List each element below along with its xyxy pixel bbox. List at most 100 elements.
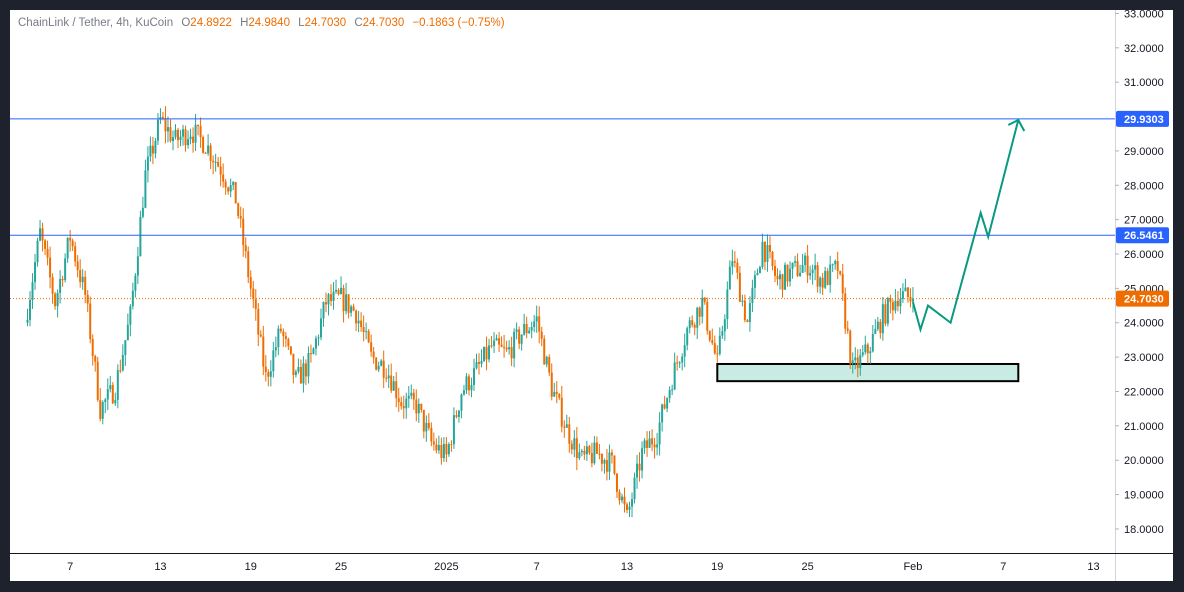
candle-body [849,330,852,364]
candle-body [535,316,538,322]
candle-body [671,389,674,391]
candle [631,492,634,518]
candle [237,202,240,219]
candle [701,289,704,324]
candle-body [538,316,541,332]
candle-body [573,438,576,450]
candle-body [814,265,817,270]
candle-body [528,330,531,334]
candle-body [781,274,784,290]
candle [34,253,37,290]
candle [555,380,558,404]
time-tick-label: 13 [621,561,633,573]
candle [319,308,322,341]
candle-body [666,398,669,409]
time-tick-label: 19 [711,561,723,573]
candle [626,502,628,514]
candle [874,319,877,334]
candle [452,407,455,449]
candle-body [312,348,315,354]
candle-body [427,422,430,428]
candle-body [357,320,360,324]
candle [395,372,398,408]
candle [99,387,102,422]
candle-body [322,302,325,319]
candle [360,312,363,332]
candle-body [169,127,172,141]
candle [116,364,119,409]
candle-body [86,294,89,304]
candle [437,435,440,454]
candle-body [390,375,393,391]
candle [513,328,516,368]
candle-body [703,297,706,302]
projection-arrowhead [1007,118,1026,132]
candle-body [523,324,526,335]
candle-body [395,381,398,399]
candle [786,264,789,287]
candle [199,117,202,148]
candle [525,316,528,339]
candle-body [370,342,373,352]
candle-body [254,299,257,309]
projection-path [911,119,1020,334]
price-badge-bg [1116,290,1169,307]
candle-body [906,287,909,297]
candle-body [779,274,782,280]
candle [277,325,280,356]
candle [673,352,676,391]
candle-body [869,351,872,354]
legend-change: −0.1863 (−0.75%) [412,17,505,29]
candle-body [891,302,894,311]
candle-body [121,354,124,371]
candle-body [856,357,859,369]
price-chart[interactable]: 18.0000 19.0000 20.0000 21.0000 22.0000 23.00… [10,10,1173,581]
candle [593,436,596,465]
candle [89,296,92,344]
candle-body [894,300,897,311]
candle [435,438,438,454]
candle-body [136,256,139,276]
time-tick-label: 13 [154,561,166,573]
legend-open-label: O [181,17,191,29]
candle [415,389,418,422]
candle-body [222,174,225,182]
candle-body [716,353,719,355]
price-tick-label: 21.0000 [1124,421,1164,433]
candle-body [412,392,415,400]
candle-body [317,337,320,339]
candle [731,249,734,275]
candle [197,124,200,136]
candle-body [470,384,473,391]
candle [533,314,536,333]
candle-body [570,443,573,450]
candle-body [41,228,44,241]
candle [144,159,147,209]
candle-body [131,290,134,307]
candle-body [686,328,689,346]
candle-body [884,304,887,324]
legend-high-value: 24.9840 [248,17,290,29]
candle-body [177,129,180,141]
candle-body [31,282,34,300]
candle-body [733,261,736,263]
candle-body [367,331,370,343]
candle [347,294,350,319]
candle [500,336,503,348]
candle [628,501,631,518]
candle [182,124,185,146]
candle-body [465,376,468,391]
candle-body [615,473,618,492]
candle-body [106,389,109,400]
candle [31,273,34,310]
candle-body [39,228,42,241]
time-tick-label: 25 [801,561,813,573]
candle-body [500,344,503,347]
candle-body [457,410,460,417]
candle-body [420,403,423,410]
candle [187,130,190,149]
candle-body [475,362,478,369]
candle [483,346,486,363]
plot-area [10,106,1115,518]
candle-body [678,362,681,364]
